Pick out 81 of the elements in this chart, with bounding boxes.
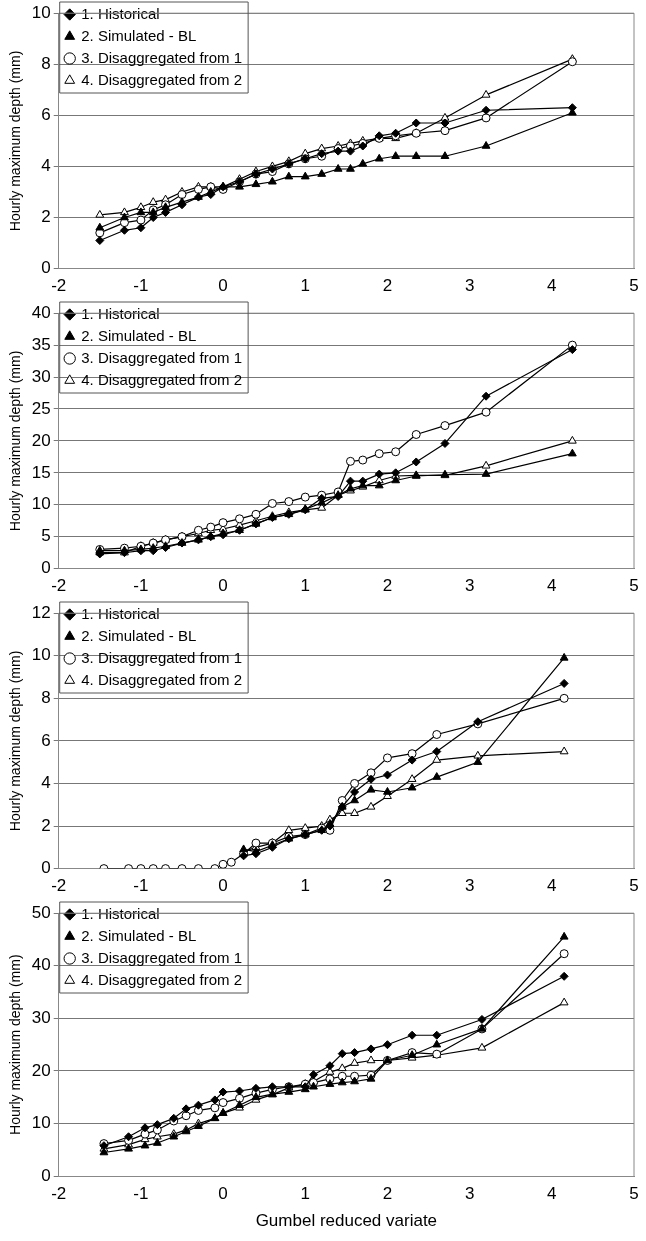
x-tick-label: 1 (300, 1184, 310, 1204)
x-tick-label: 2 (382, 876, 393, 896)
x-tick-label: -1 (133, 876, 149, 896)
x-tick-label: 0 (218, 1184, 228, 1204)
x-tick-label: 1 (300, 576, 310, 596)
y-tick-label: 0 (41, 1165, 51, 1185)
legend-label: 4. Disaggregated from 2 (81, 370, 243, 388)
y-tick-label: 8 (41, 688, 51, 708)
x-tick-label: 4 (547, 1184, 557, 1204)
y-tick-label: 4 (41, 156, 51, 176)
legend-label: 4. Disaggregated from 2 (81, 70, 243, 88)
y-tick-label: 0 (41, 258, 51, 278)
y-tick-label: 25 (31, 398, 51, 418)
x-tick-label: 4 (547, 276, 557, 296)
y-tick-label: 2 (41, 815, 51, 835)
x-tick-label: 5 (629, 576, 639, 596)
x-tick-label: 2 (382, 276, 393, 296)
legend-label: 3. Disaggregated from 1 (81, 948, 243, 966)
y-tick-label: 12 (31, 602, 51, 622)
y-tick-label: 40 (31, 302, 51, 322)
x-tick-label: -2 (51, 276, 67, 296)
x-tick-label: 0 (218, 576, 228, 596)
x-tick-label: 3 (464, 576, 475, 596)
y-tick-label: 10 (31, 494, 51, 514)
legend-label: 1. Historical (81, 604, 160, 622)
y-tick-label: 0 (41, 558, 51, 578)
y-tick-label: 6 (41, 105, 51, 125)
legend-label: 2. Simulated - BL (81, 626, 197, 644)
x-tick-label: 3 (464, 876, 475, 896)
legend-label: 1. Historical (81, 4, 160, 22)
x-tick-label: -2 (51, 876, 67, 896)
x-tick-label: 2 (382, 576, 393, 596)
y-axis-title: Hourly maximum depth (mm) (7, 954, 24, 1135)
y-tick-label: 5 (41, 526, 51, 546)
y-tick-label: 35 (31, 334, 51, 354)
y-tick-label: 0 (41, 858, 51, 878)
legend-label: 4. Disaggregated from 2 (81, 970, 243, 988)
x-tick-label: 3 (464, 1184, 475, 1204)
y-tick-label: 15 (31, 462, 51, 482)
legend-label: 2. Simulated - BL (81, 326, 197, 344)
y-tick-label: 10 (31, 2, 51, 22)
y-tick-label: 30 (31, 1008, 51, 1028)
x-tick-label: -2 (51, 1184, 67, 1204)
y-tick-label: 4 (41, 773, 51, 793)
y-tick-label: 30 (31, 366, 51, 386)
x-tick-label: 1 (300, 276, 310, 296)
x-tick-label: 5 (629, 1184, 639, 1204)
x-tick-label: -1 (133, 576, 149, 596)
x-tick-label: 0 (218, 276, 228, 296)
y-tick-label: 8 (41, 53, 51, 73)
x-tick-label: 4 (547, 576, 557, 596)
y-axis-title: Hourly maximum depth (mm) (7, 350, 24, 532)
y-tick-label: 20 (31, 430, 51, 450)
y-tick-label: 50 (31, 902, 51, 922)
x-tick-label: 5 (629, 276, 639, 296)
y-axis-title: Hourly maximum depth (mm) (7, 650, 24, 832)
x-tick-label: -1 (133, 1184, 149, 1204)
legend-label: 2. Simulated - BL (81, 926, 197, 944)
y-tick-label: 40 (31, 955, 51, 975)
legend-label: 1. Historical (81, 304, 160, 322)
y-tick-label: 10 (31, 1113, 51, 1133)
legend-label: 4. Disaggregated from 2 (81, 670, 243, 688)
legend-label: 3. Disaggregated from 1 (81, 348, 243, 366)
y-tick-label: 6 (41, 730, 51, 750)
x-tick-label: 5 (629, 876, 639, 896)
legend-label: 3. Disaggregated from 1 (81, 648, 243, 666)
x-tick-label: 3 (464, 276, 475, 296)
x-tick-label: -2 (51, 576, 67, 596)
y-axis-title: Hourly maximum depth (mm) (7, 50, 24, 232)
x-tick-label: 1 (300, 876, 310, 896)
legend-label: 2. Simulated - BL (81, 26, 197, 44)
legend-label: 1. Historical (81, 904, 160, 922)
y-tick-label: 20 (31, 1060, 51, 1080)
x-tick-label: 4 (547, 876, 557, 896)
legend-label: 3. Disaggregated from 1 (81, 48, 243, 66)
y-tick-label: 10 (31, 645, 51, 665)
y-tick-label: 2 (41, 207, 51, 227)
x-tick-label: -1 (133, 276, 149, 296)
x-tick-label: 2 (382, 1184, 393, 1204)
x-axis-title: Gumbel reduced variate (255, 1211, 438, 1231)
x-tick-label: 0 (218, 876, 228, 896)
